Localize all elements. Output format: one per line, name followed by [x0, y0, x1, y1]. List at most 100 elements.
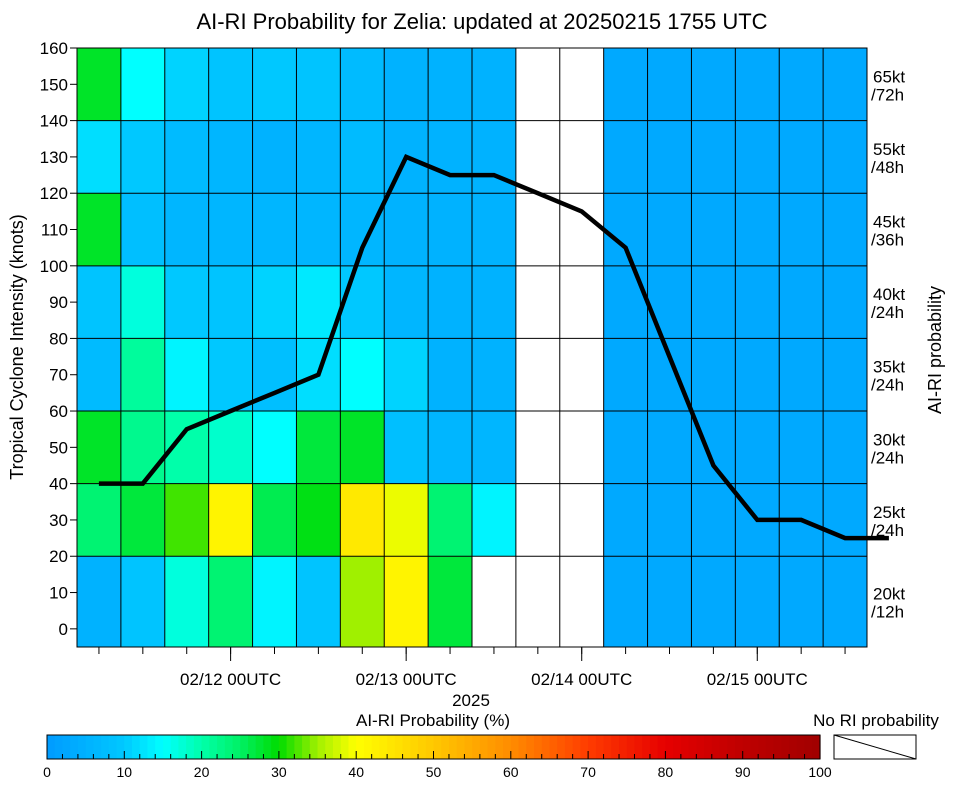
heatmap-cell: [340, 265, 385, 339]
heatmap-cell: [77, 193, 121, 266]
cell-no-ri: [515, 48, 560, 121]
heatmap-cell: [735, 193, 780, 266]
heatmap-cell: [603, 48, 648, 121]
y-tick-label: 160: [40, 39, 68, 58]
colorbar-segment: [101, 735, 110, 759]
heatmap-cell: [735, 120, 780, 194]
heatmap-cell: [691, 48, 736, 121]
colorbar-segment: [186, 735, 195, 759]
colorbar-segment: [286, 735, 295, 759]
heatmap-cell: [120, 556, 165, 647]
colorbar-segment: [487, 735, 496, 759]
heatmap-cell: [691, 265, 736, 339]
heatmap-cell: [208, 411, 253, 484]
heatmap-cell: [252, 411, 297, 484]
heatmap-cell: [647, 483, 692, 557]
bin-label-kt: 55kt: [873, 140, 905, 159]
heatmap-cell: [164, 483, 209, 557]
colorbar-segment: [626, 735, 636, 759]
heatmap-cell: [120, 48, 165, 121]
colorbar-segment: [178, 735, 187, 759]
y-tick-label: 130: [40, 148, 68, 167]
bin-label-kt: 45kt: [873, 213, 905, 232]
y-axis: 0 10 20 30 40 50 60 70 80 90 100 110 120 130 140 150 160: [40, 39, 77, 639]
heatmap-cell: [340, 411, 385, 484]
colorbar-segment: [448, 735, 458, 759]
colorbar-segment: [116, 735, 125, 759]
heatmap-cell: [779, 193, 824, 266]
bin-label-h: /24h: [871, 448, 904, 467]
y-tick-label: 40: [49, 475, 68, 494]
colorbar-segment: [541, 735, 551, 759]
heatmap-cell: [428, 48, 472, 121]
heatmap-cell: [823, 265, 867, 339]
heatmap-cell: [252, 193, 297, 266]
colorbar-segment: [394, 735, 404, 759]
colorbar-segment: [472, 735, 481, 759]
cell-no-ri: [515, 120, 560, 194]
heatmap-cell: [779, 338, 824, 412]
heatmap-cell: [252, 556, 297, 647]
y-tick-label: 60: [49, 402, 68, 421]
bin-label-kt: 40kt: [873, 285, 905, 304]
heatmap-cell: [603, 556, 648, 647]
heatmap-cell: [208, 265, 253, 339]
heatmap-cell: [77, 120, 121, 194]
heatmap-cell: [340, 193, 385, 266]
heatmap-cell: [823, 120, 867, 194]
heatmap-cell: [208, 483, 253, 557]
plot-frame: [76, 47, 868, 648]
heatmap-cell: [735, 48, 780, 121]
colorbar-segment: [418, 735, 427, 759]
heatmap-cell: [296, 483, 341, 557]
y-tick-label: 70: [49, 366, 68, 385]
heatmap-cell: [603, 483, 648, 557]
heatmap-cell: [428, 556, 472, 647]
heatmap-cell: [647, 120, 692, 194]
heatmap-cell: [164, 265, 209, 339]
heatmap-cell: [164, 120, 209, 194]
heatmap-cell: [735, 411, 780, 484]
bin-label-kt: 25kt: [873, 503, 905, 522]
colorbar-segment: [812, 735, 821, 759]
colorbar-tick-label: 100: [808, 764, 832, 780]
heatmap-cell: [735, 265, 780, 339]
heatmap-cell: [296, 120, 341, 194]
bin-label-kt: 20kt: [873, 585, 905, 604]
heatmap-cell: [77, 411, 121, 484]
y-tick-label: 110: [41, 221, 68, 240]
colorbar-segment: [340, 735, 350, 759]
heatmap-cell: [779, 120, 824, 194]
colorbar-segment: [271, 735, 280, 759]
colorbar-segment: [325, 735, 334, 759]
colorbar-segment: [132, 735, 141, 759]
heatmap-cell: [77, 556, 121, 647]
colorbar-segment: [673, 735, 682, 759]
heatmap-cell: [603, 338, 648, 412]
colorbar-segment: [727, 735, 736, 759]
heatmap-cell: [252, 265, 297, 339]
colorbar-segment: [70, 735, 79, 759]
cell-no-ri: [559, 556, 604, 647]
heatmap-cell: [823, 338, 867, 412]
colorbar-segment: [696, 735, 705, 759]
heatmap-cell: [384, 48, 429, 121]
heatmap-cell: [779, 556, 824, 647]
colorbar: [47, 735, 821, 759]
x-axis: 02/12 00UTC 02/13 00UTC 02/14 00UTC 02/15 0…: [98, 647, 846, 689]
colorbar-segment: [734, 735, 744, 759]
colorbar-segment: [619, 735, 628, 759]
heatmap-cell: [208, 48, 253, 121]
no-ri-swatch: [833, 734, 917, 760]
colorbar-segment: [317, 735, 326, 759]
x-tick-label: 02/14 00UTC: [531, 670, 632, 689]
heatmap-cell: [252, 483, 297, 557]
colorbar-segment: [456, 735, 466, 759]
colorbar-segment: [201, 735, 210, 759]
heatmap-cell: [691, 411, 736, 484]
colorbar-segment: [155, 735, 164, 759]
colorbar-segment: [302, 735, 311, 759]
colorbar-tick-label: 0: [43, 764, 51, 780]
heatmap-cell: [77, 48, 121, 121]
cell-no-ri: [515, 193, 560, 266]
